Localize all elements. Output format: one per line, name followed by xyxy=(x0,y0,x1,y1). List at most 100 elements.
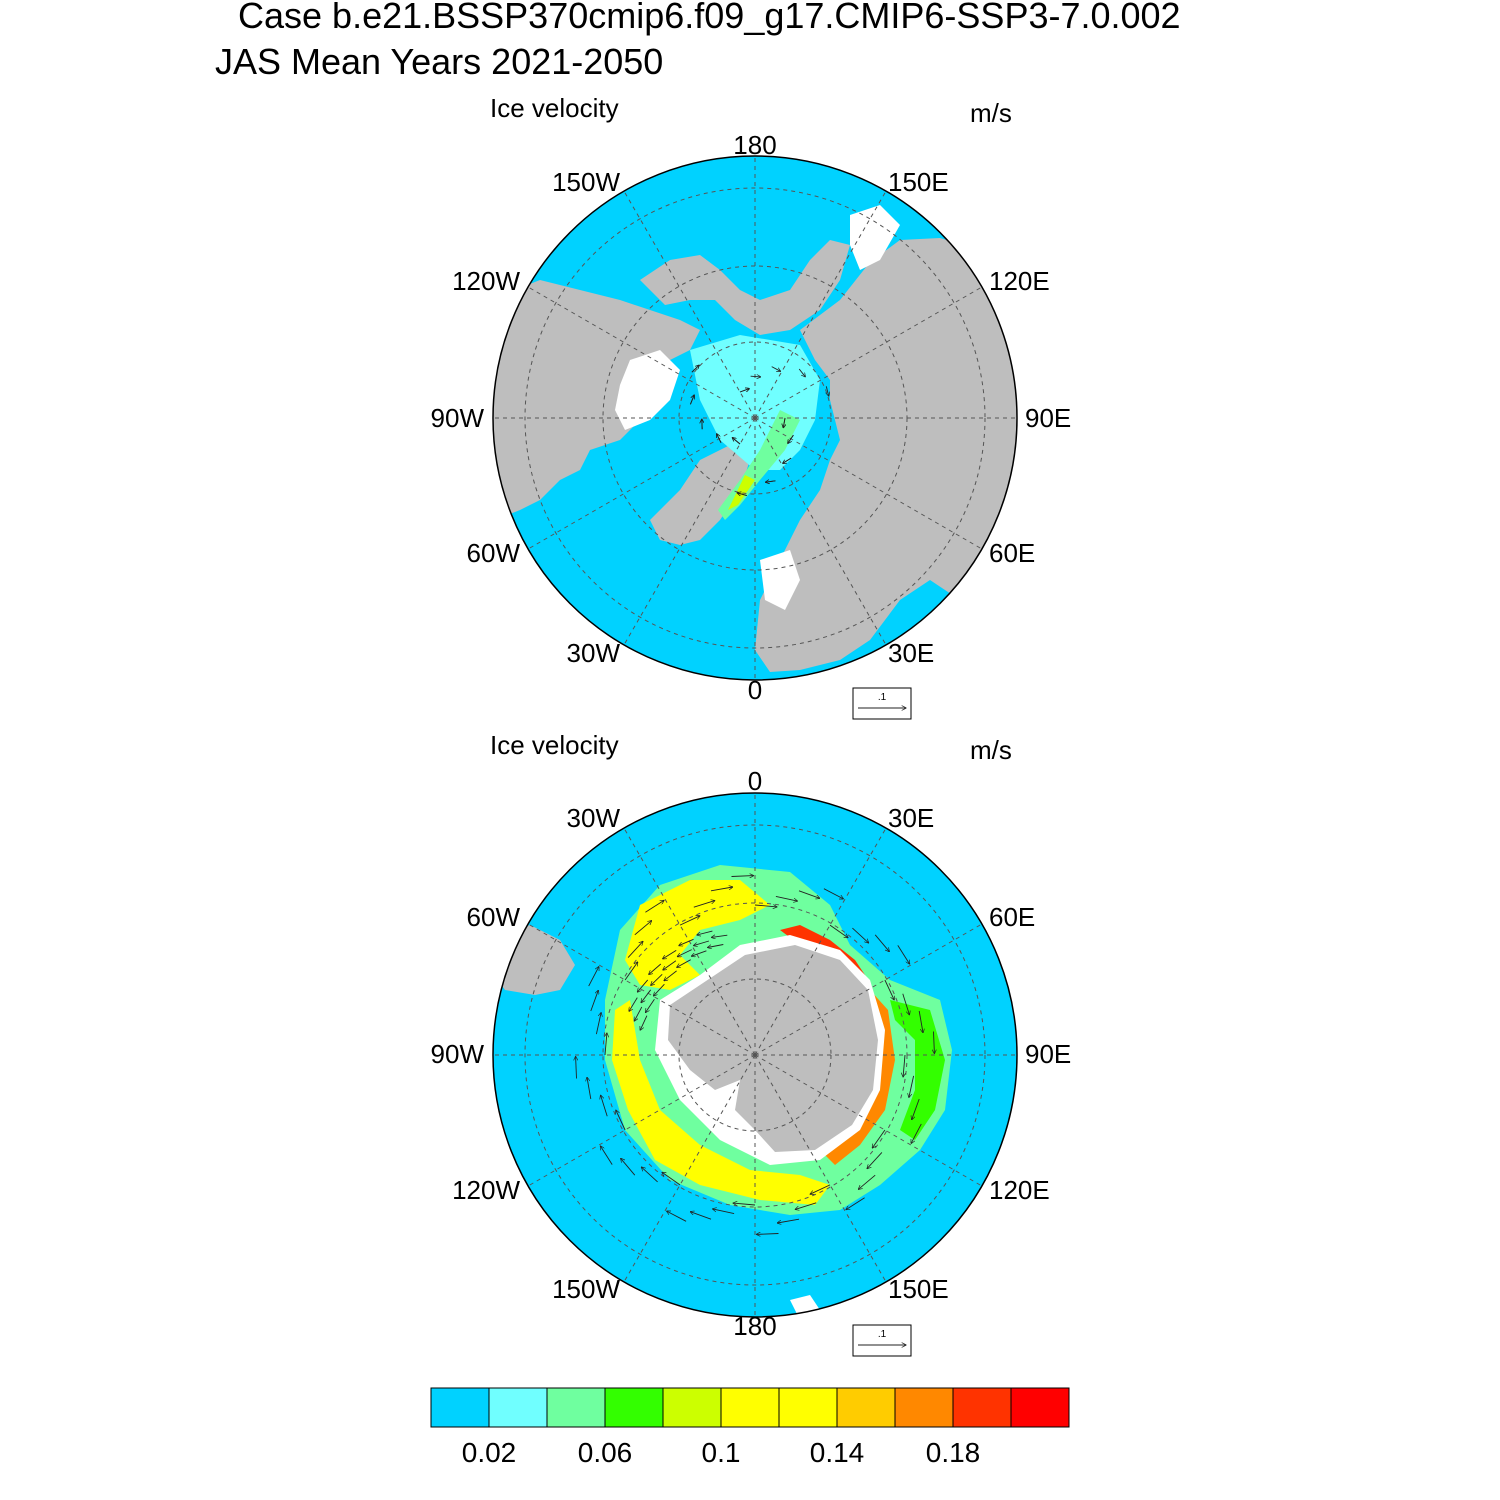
ice-vector-arrow xyxy=(645,900,664,913)
ice-vector-arrow xyxy=(771,366,781,372)
ice-vector-arrow xyxy=(846,1197,865,1210)
ice-vector-arrow xyxy=(798,890,820,899)
colorbar-tick-label: 0.06 xyxy=(578,1437,633,1468)
ice-vector-arrow xyxy=(788,434,794,443)
ice-vector-arrow xyxy=(775,895,798,901)
colorbar-tick-label: 0.14 xyxy=(810,1437,865,1468)
ice-vector-arrow xyxy=(732,438,741,445)
ice-vector-arrow xyxy=(595,1013,601,1035)
south-lon-label: 90W xyxy=(431,1039,485,1069)
ice-vector-arrow xyxy=(629,997,638,1012)
ice-vector-arrow xyxy=(588,967,599,987)
north-ice-vectors xyxy=(689,365,828,496)
south-ice-ross xyxy=(612,1000,830,1205)
ice-vector-arrow xyxy=(731,876,754,877)
ice-vector-arrow xyxy=(712,935,728,937)
north-nodata-2 xyxy=(850,205,900,270)
ice-vector-arrow xyxy=(823,888,844,899)
south-lon-label: 30E xyxy=(888,803,934,833)
north-lon-label: 30W xyxy=(567,638,621,668)
north-lon-label: 120E xyxy=(989,266,1050,296)
south-polar-map: Ice velocity m/s xyxy=(431,730,1071,1357)
colorbar-tick-label: 0.02 xyxy=(462,1437,517,1468)
ice-vector-arrow xyxy=(810,1184,831,1194)
ice-vector-arrow xyxy=(605,1033,607,1056)
ice-vector-arrow xyxy=(677,959,691,968)
ice-vector-arrow xyxy=(654,983,665,996)
south-land-antarctica xyxy=(668,945,878,1152)
ice-vector-arrow xyxy=(662,1172,681,1186)
ice-vector-arrow xyxy=(783,457,792,463)
ice-vector-arrow xyxy=(624,962,638,981)
ice-vector-arrow xyxy=(750,376,761,377)
ice-vector-arrow xyxy=(934,1031,935,1054)
south-reference-vector: .1 xyxy=(852,1324,912,1357)
north-lon-label: 0 xyxy=(748,675,762,705)
ice-vector-arrow xyxy=(918,1010,923,1033)
north-nodata-1 xyxy=(615,350,680,430)
ice-vector-arrow xyxy=(576,1057,577,1079)
ice-vector-arrow xyxy=(826,386,828,396)
ice-vector-arrow xyxy=(600,1146,613,1165)
ice-vector-arrow xyxy=(757,1234,779,1235)
ice-vector-arrow xyxy=(677,949,692,957)
ice-vector-arrow xyxy=(627,941,643,958)
ice-vector-arrow xyxy=(649,963,662,975)
north-lon-label: 60W xyxy=(467,538,521,568)
ice-vector-arrow xyxy=(697,930,713,935)
ice-vector-arrow xyxy=(858,1174,876,1189)
south-ice-east xyxy=(890,1000,945,1140)
north-panel-title: Ice velocity xyxy=(490,93,619,123)
ice-vector-arrow xyxy=(587,1077,592,1100)
ice-vector-arrow xyxy=(798,368,805,377)
south-lon-label: 60W xyxy=(467,902,521,932)
ice-vector-arrow xyxy=(867,1152,883,1168)
ice-vector-arrow xyxy=(754,905,777,907)
ice-vector-arrow xyxy=(912,1098,920,1120)
north-ref-label: .1 xyxy=(878,692,887,703)
ice-vector-arrow xyxy=(897,945,910,964)
south-lon-label: 120W xyxy=(452,1175,520,1205)
ice-vector-arrow xyxy=(777,1218,800,1223)
north-land-greenland xyxy=(650,440,750,545)
north-lon-label: 150W xyxy=(552,167,620,197)
ice-vector-arrow xyxy=(590,990,599,1012)
ice-vector-arrow xyxy=(733,1203,756,1205)
south-lon-label: 120E xyxy=(989,1175,1050,1205)
ice-vector-arrow xyxy=(641,989,652,1003)
ice-vector-arrow xyxy=(689,395,694,405)
ice-vector-arrow xyxy=(640,1015,648,1030)
ice-vector-arrow xyxy=(664,970,677,981)
ice-vector-arrow xyxy=(737,493,747,496)
ice-vector-arrow xyxy=(708,944,724,948)
north-polar-map: Ice velocity m/s xyxy=(431,93,1072,720)
ice-vector-arrow xyxy=(852,927,868,943)
ice-vector-arrow xyxy=(691,950,707,956)
ice-vector-arrow xyxy=(872,1129,886,1148)
colorbar-swatch xyxy=(778,1387,838,1428)
ice-vector-arrow xyxy=(874,934,889,952)
colorbar-swatch xyxy=(488,1387,548,1428)
ice-vector-arrow xyxy=(717,434,722,443)
ice-vector-arrow xyxy=(903,1054,905,1077)
ice-vector-arrow xyxy=(884,979,894,1000)
ice-vector-arrow xyxy=(634,921,652,936)
north-longitude-labels: 180 150E 120E 90E 60E 30E 0 30W 60W 90W … xyxy=(431,130,1072,705)
north-lon-label: 90E xyxy=(1025,403,1071,433)
ice-vector-arrow xyxy=(911,1123,922,1144)
south-lon-label: 90E xyxy=(1025,1039,1071,1069)
colorbar-swatch xyxy=(720,1387,780,1428)
ice-vector-arrow xyxy=(679,938,694,945)
ice-vector-arrow xyxy=(663,950,677,959)
colorbar-swatch xyxy=(1010,1387,1070,1428)
ice-vector-arrow xyxy=(766,481,776,482)
ice-vector-arrow xyxy=(713,1209,735,1215)
south-ref-label: .1 xyxy=(878,1329,887,1340)
ice-vector-arrow xyxy=(690,1212,712,1220)
south-ice-vectors xyxy=(576,876,935,1235)
colorbar-swatch xyxy=(430,1387,490,1428)
ice-vector-arrow xyxy=(616,1110,626,1131)
season-title: JAS Mean Years 2021-2050 xyxy=(215,41,663,82)
ice-vector-arrow xyxy=(651,973,663,985)
